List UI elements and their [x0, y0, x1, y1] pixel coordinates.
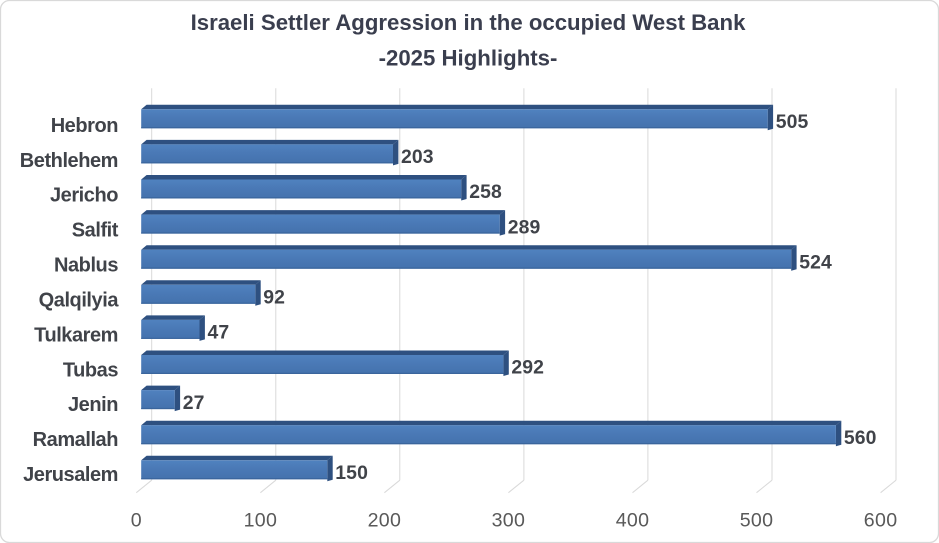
svg-text:505: 505 [776, 111, 809, 133]
svg-text:47: 47 [208, 322, 230, 344]
svg-text:600: 600 [864, 510, 898, 532]
svg-text:200: 200 [368, 510, 402, 532]
svg-text:289: 289 [508, 216, 541, 238]
svg-text:Tulkarem: Tulkarem [34, 324, 118, 346]
svg-text:Bethlehem: Bethlehem [20, 150, 118, 172]
svg-text:203: 203 [401, 146, 434, 168]
svg-text:300: 300 [492, 510, 526, 532]
svg-text:-2025 Highlights-: -2025 Highlights- [379, 46, 558, 71]
svg-text:Israeli Settler Aggression in: Israeli Settler Aggression in the occupi… [191, 10, 746, 35]
svg-text:100: 100 [244, 510, 278, 532]
svg-text:Salfit: Salfit [72, 220, 119, 242]
svg-text:292: 292 [511, 357, 544, 379]
svg-text:258: 258 [469, 181, 502, 203]
svg-text:Jericho: Jericho [50, 185, 118, 207]
svg-text:Qalqilyia: Qalqilyia [39, 289, 120, 311]
svg-text:Jerusalem: Jerusalem [23, 464, 118, 486]
svg-text:400: 400 [616, 510, 650, 532]
svg-text:92: 92 [263, 287, 285, 309]
svg-text:Hebron: Hebron [51, 115, 118, 137]
svg-text:524: 524 [799, 251, 832, 273]
svg-text:27: 27 [183, 392, 205, 414]
svg-text:500: 500 [740, 510, 774, 532]
svg-text:150: 150 [335, 462, 368, 484]
svg-text:0: 0 [131, 510, 142, 532]
svg-text:560: 560 [844, 427, 877, 449]
svg-text:Jenin: Jenin [68, 394, 118, 416]
svg-text:Ramallah: Ramallah [33, 429, 118, 451]
svg-text:Nablus: Nablus [54, 255, 118, 277]
svg-text:Tubas: Tubas [63, 359, 118, 381]
